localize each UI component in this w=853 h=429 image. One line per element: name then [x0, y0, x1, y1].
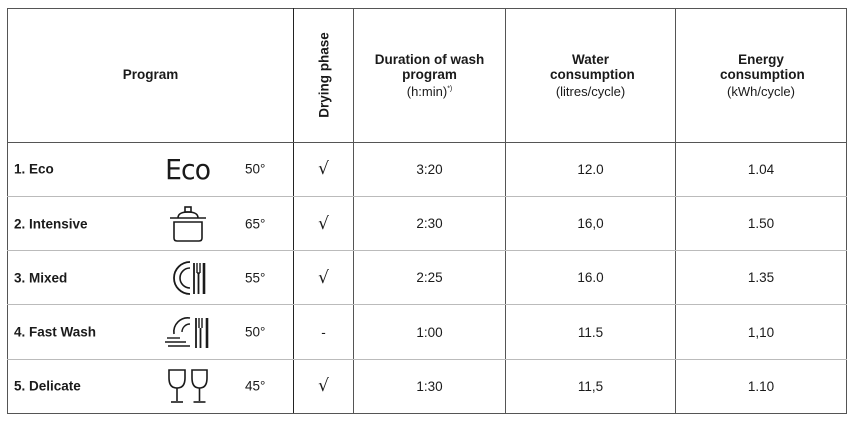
program-name: 1. Eco — [14, 161, 54, 177]
duration-cell: 2:30 — [353, 196, 506, 252]
water-cell: 16,0 — [505, 196, 676, 252]
wine-glasses-icon — [168, 369, 208, 404]
drying-cell: √ — [293, 196, 354, 252]
program-cell: 1. Eco Eco 50° — [7, 142, 294, 197]
table-row: 4. Fast Wash 50° -1:00 11.5 1,10 — [7, 304, 847, 360]
water-cell: 11.5 — [505, 304, 676, 360]
header-drying-phase: Drying phase — [293, 8, 354, 143]
program-cell: 3. Mixed 55° — [7, 250, 294, 306]
duration-cell: 1:30 — [353, 359, 506, 415]
fast-wash-icon — [165, 317, 209, 349]
duration-cell: 1:00 — [353, 304, 506, 360]
duration-cell: 2:25 — [353, 250, 506, 306]
program-name: 4. Fast Wash — [14, 324, 97, 340]
table-row: 1. Eco Eco 50° √ 3:20 12.0 1.04 — [7, 142, 847, 197]
program-cell: 2. Intensive 65° — [7, 196, 294, 252]
program-cell: 5. Delicate 45° — [7, 359, 294, 415]
program-temperature: 50° — [245, 324, 266, 340]
pot-icon — [170, 205, 206, 242]
energy-cell: 1.35 — [675, 250, 847, 306]
program-icon: Eco — [160, 149, 216, 189]
program-name: 3. Mixed — [14, 270, 68, 286]
header-duration: Duration of wash program (h:min)*) — [353, 8, 506, 143]
program-icon — [160, 312, 216, 352]
program-icon — [160, 204, 216, 244]
plate-cutlery-icon — [173, 260, 206, 295]
water-cell: 11,5 — [505, 359, 676, 415]
header-energy: Energy consumption (kWh/cycle) — [675, 8, 847, 143]
program-icon — [160, 258, 216, 298]
drying-cell: √ — [293, 250, 354, 306]
duration-cell: 3:20 — [353, 142, 506, 197]
table-row: 2. Intensive 65° √ 2:30 16,0 1.50 — [7, 196, 847, 252]
energy-cell: 1.50 — [675, 196, 847, 252]
water-cell: 16.0 — [505, 250, 676, 306]
program-cell: 4. Fast Wash 50° — [7, 304, 294, 360]
eco-text-icon: Eco — [165, 152, 212, 186]
program-name: 2. Intensive — [14, 216, 88, 232]
energy-cell: 1,10 — [675, 304, 847, 360]
header-water: Water consumption (litres/cycle) — [505, 8, 676, 143]
program-name: 5. Delicate — [14, 378, 81, 394]
water-cell: 12.0 — [505, 142, 676, 197]
drying-cell: √ — [293, 142, 354, 197]
drying-cell: √ — [293, 359, 354, 415]
table-row: 5. Delicate 45° √ 1:30 11,5 1.10 — [7, 359, 847, 415]
program-temperature: 55° — [245, 270, 266, 286]
table-row: 3. Mixed 55° √ 2:25 16.0 1.35 — [7, 250, 847, 306]
energy-cell: 1.10 — [675, 359, 847, 415]
header-program: Program — [7, 8, 294, 143]
drying-cell: - — [293, 304, 354, 360]
program-temperature: 65° — [245, 216, 266, 232]
program-temperature: 50° — [245, 161, 266, 177]
program-table: Program Drying phase Duration of wash pr… — [7, 8, 847, 415]
program-icon — [160, 366, 216, 406]
energy-cell: 1.04 — [675, 142, 847, 197]
program-temperature: 45° — [245, 378, 266, 394]
